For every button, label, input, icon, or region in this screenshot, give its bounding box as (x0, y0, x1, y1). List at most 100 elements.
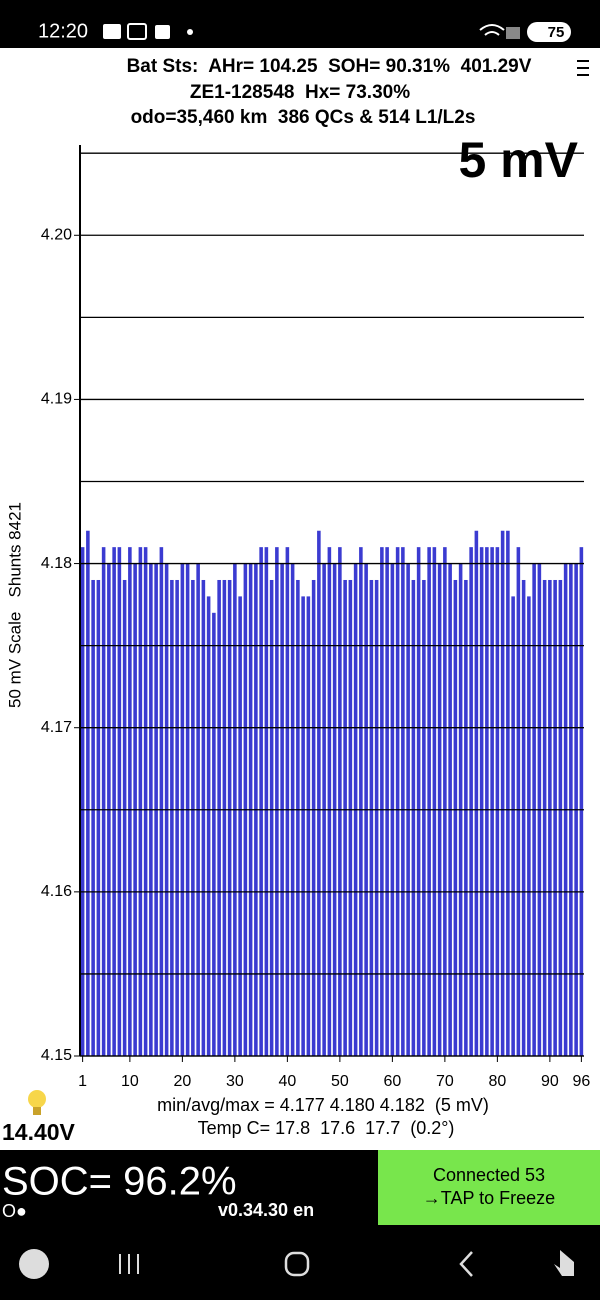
notification-icon (127, 23, 147, 40)
bar (122, 579, 127, 1056)
bar (553, 579, 557, 1056)
bar (317, 530, 321, 1056)
bar (422, 579, 426, 1056)
bar (175, 579, 179, 1056)
bar (217, 579, 221, 1056)
back-button[interactable] (459, 1251, 473, 1277)
x-tick-label: 1 (78, 1073, 87, 1090)
x-tick-label: 50 (331, 1073, 349, 1090)
bar (427, 547, 431, 1056)
indicator: O● (2, 1201, 27, 1221)
bar (338, 547, 342, 1056)
header-line: ZE1-128548 Hx= 73.30% (190, 82, 410, 103)
clock: 12:20 (38, 20, 88, 42)
bar (112, 547, 116, 1056)
notification-icon (155, 25, 170, 39)
wifi-icon (479, 24, 505, 36)
bar (159, 547, 164, 1056)
bar (479, 547, 484, 1056)
bar (311, 579, 316, 1056)
bar (222, 579, 227, 1056)
bar (201, 579, 206, 1056)
signal-icon (506, 27, 520, 39)
bar (432, 547, 437, 1056)
bar (91, 579, 95, 1056)
bar (579, 547, 584, 1056)
x-tick-label: 60 (383, 1073, 401, 1090)
bar (206, 596, 211, 1056)
freeze-button[interactable] (378, 1150, 600, 1225)
header-line: Bat Sts: AHr= 104.25 SOH= 90.31% 401.29V (127, 56, 532, 77)
bar (558, 579, 563, 1056)
bar (411, 579, 416, 1056)
bar (443, 547, 447, 1056)
navigation-bar (0, 1230, 600, 1300)
bar (348, 579, 353, 1056)
bar (275, 547, 279, 1056)
bar (80, 547, 85, 1056)
version: v0.34.30 en (218, 1200, 314, 1220)
x-tick-label: 10 (121, 1073, 139, 1090)
bar (380, 547, 384, 1056)
bar (296, 579, 300, 1056)
bar (170, 579, 174, 1056)
bar (143, 547, 148, 1056)
temperature-line: Temp C= 17.8 17.6 17.7 (0.2°) (198, 1118, 455, 1138)
bar (527, 596, 531, 1056)
x-tick-label: 96 (572, 1073, 590, 1090)
bar (511, 596, 515, 1056)
x-tick-label: 90 (541, 1073, 559, 1090)
bar (343, 579, 347, 1056)
recents-button[interactable] (119, 1254, 139, 1274)
y-axis-label: 50 mV Scale Shunts 8421 (5, 502, 24, 708)
bar (369, 579, 374, 1056)
bar (359, 547, 363, 1056)
main-panel (0, 48, 600, 1150)
y-tick-label: 4.15 (41, 1047, 72, 1064)
game-button[interactable] (19, 1249, 49, 1279)
y-tick-label: 4.18 (41, 555, 72, 572)
menu-button[interactable] (577, 60, 589, 76)
status-bar (0, 0, 600, 48)
bar (238, 596, 242, 1056)
button-text: →TAP to Freeze (423, 1188, 555, 1208)
bar (521, 579, 526, 1056)
y-tick-label: 4.20 (41, 226, 72, 243)
soc: SOC= 96.2% (2, 1160, 237, 1204)
bar (138, 547, 143, 1056)
battery-icon (527, 22, 571, 42)
bar (128, 547, 132, 1056)
header-line: odo=35,460 km 386 QCs & 514 L1/L2s (131, 107, 476, 128)
bar (474, 530, 479, 1056)
bar (191, 579, 195, 1056)
y-tick-label: 4.16 (41, 883, 72, 900)
bulb-icon (28, 1090, 46, 1108)
bar (86, 530, 90, 1056)
x-tick-label: 40 (278, 1073, 296, 1090)
battery-level: 75 (548, 24, 565, 41)
bar (495, 547, 500, 1056)
bar (212, 612, 216, 1056)
x-tick-label: 20 (173, 1073, 191, 1090)
y-tick-label: 4.17 (41, 719, 72, 736)
bar (464, 579, 468, 1056)
bar (469, 547, 473, 1056)
bar (548, 579, 552, 1056)
y-tick-label: 4.19 (41, 391, 72, 408)
stats-line: min/avg/max = 4.177 4.180 4.182 (5 mV) (157, 1095, 489, 1115)
touch-lock-button[interactable] (554, 1250, 574, 1276)
bar (401, 547, 405, 1056)
bar (500, 530, 505, 1056)
bar (285, 547, 290, 1056)
bar (485, 547, 489, 1056)
x-tick-label: 30 (226, 1073, 244, 1090)
notification-icon (103, 24, 121, 39)
bar (306, 596, 311, 1056)
bar (264, 547, 269, 1056)
bar (374, 579, 379, 1056)
bar (117, 547, 122, 1056)
bar (542, 579, 547, 1056)
bar (395, 547, 400, 1056)
home-button[interactable] (284, 1251, 310, 1277)
